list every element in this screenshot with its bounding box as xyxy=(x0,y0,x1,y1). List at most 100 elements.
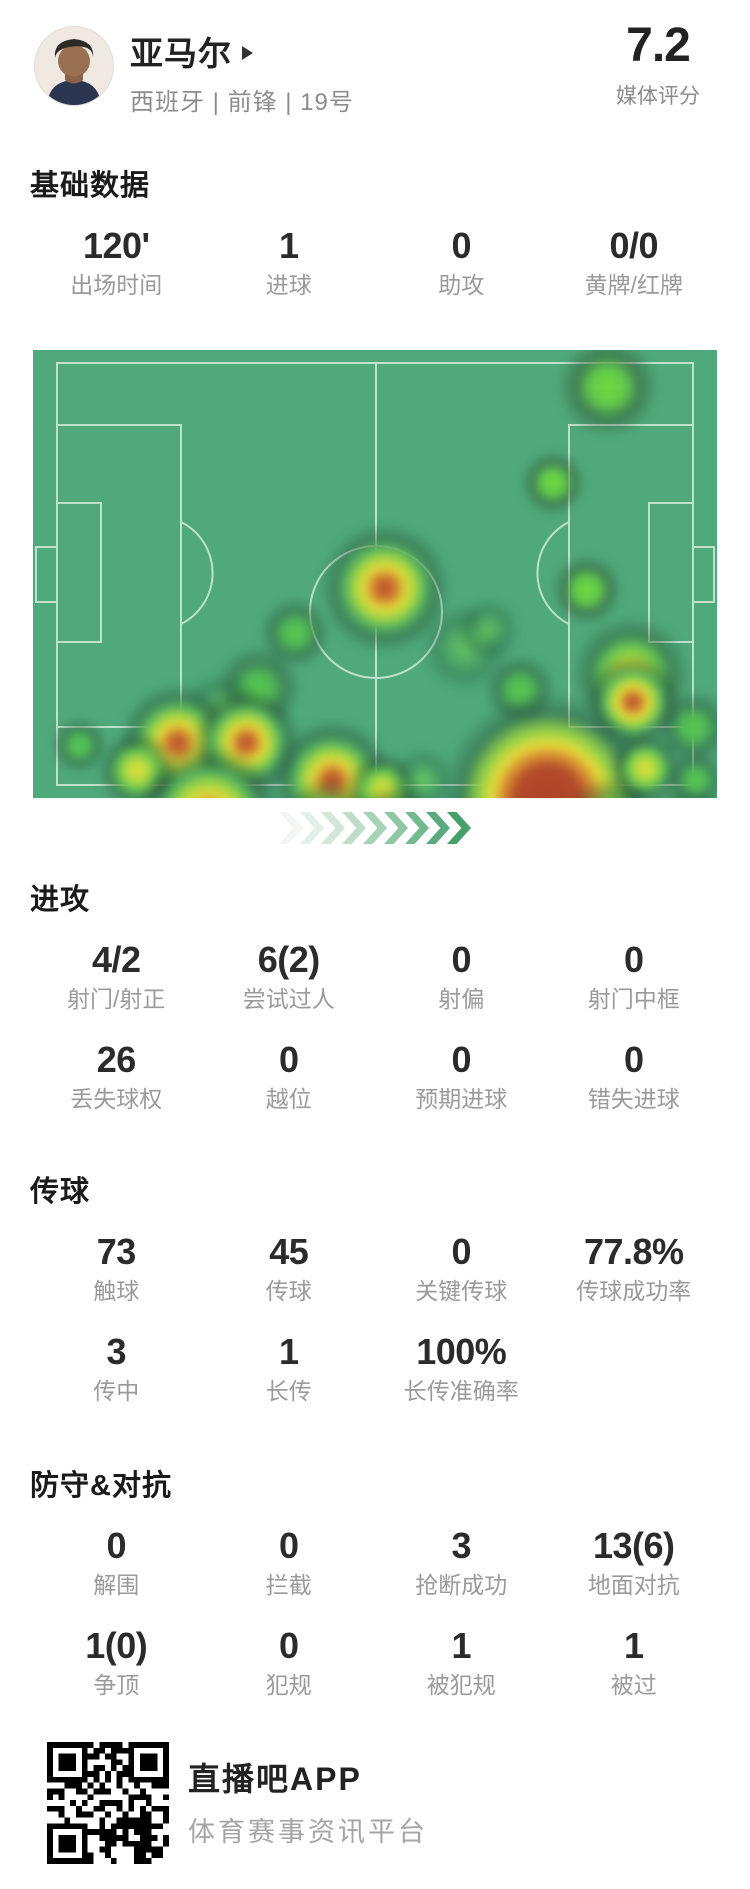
stat-value: 45 xyxy=(269,1231,309,1272)
stat-value: 4/2 xyxy=(91,939,141,980)
stat-cell-争顶: 1(0) 争顶 xyxy=(30,1625,203,1699)
media-rating: 7.2 媒体评分 xyxy=(616,18,700,110)
stat-value: 0 xyxy=(623,1039,644,1080)
stat-label: 被过 xyxy=(610,1672,657,1698)
stat-cell-被犯规: 1 被犯规 xyxy=(375,1626,548,1699)
heatmap-pitch xyxy=(33,350,717,798)
stat-value: 0 xyxy=(451,225,472,266)
stat-label: 抢断成功 xyxy=(415,1572,508,1598)
stat-label: 越位 xyxy=(265,1086,312,1112)
stat-cell-传中: 3 传中 xyxy=(30,1331,203,1405)
stat-cell-射偏: 0 射偏 xyxy=(375,939,548,1013)
stat-label: 射门/射正 xyxy=(67,986,166,1012)
stat-row: 4/2 射门/射正 6(2) 尝试过人 0 射偏 0 射门中框 xyxy=(30,939,720,1013)
stat-label: 传球成功率 xyxy=(576,1278,692,1304)
stat-label: 长传 xyxy=(265,1378,312,1404)
stat-cell-被过: 1 被过 xyxy=(548,1625,721,1699)
stat-value: 0 xyxy=(278,1039,299,1080)
section-title-passing: 传球 xyxy=(30,1176,91,1208)
chevron-divider xyxy=(279,812,471,844)
app-name: 直播吧APP xyxy=(188,1761,362,1797)
heat-blob xyxy=(455,597,521,663)
stat-cell-进球: 1 进球 xyxy=(203,226,376,299)
stat-label: 射偏 xyxy=(438,986,485,1012)
stat-label: 射门中框 xyxy=(587,986,680,1012)
stat-cell-丢失球权: 26 丢失球权 xyxy=(30,1040,203,1113)
stat-value: 0 xyxy=(278,1625,299,1666)
stat-value: 3 xyxy=(106,1331,127,1372)
stat-label: 被犯规 xyxy=(426,1672,496,1698)
stat-cell-拦截: 0 拦截 xyxy=(203,1525,376,1599)
stat-label: 关键传球 xyxy=(415,1278,508,1304)
stat-row: 73 触球 45 传球 0 关键传球 77.8% 传球成功率 xyxy=(30,1231,721,1305)
heat-blob xyxy=(520,450,586,516)
stat-cell-触球: 73 触球 xyxy=(30,1231,203,1305)
section-passing: 传球 73 触球 45 传球 0 关键传球 77.8% 传球成功率 3 传中 1 长传 100% 长传准确率 xyxy=(0,1154,750,1424)
stat-cell-助攻: 0 助攻 xyxy=(375,225,548,299)
chevron-icon xyxy=(384,812,408,844)
app-footer: 直播吧APP 体育赛事资讯平台 xyxy=(0,1730,750,1889)
stat-value: 120' xyxy=(82,225,150,266)
stat-label: 长传准确率 xyxy=(403,1378,519,1404)
stat-label: 传球 xyxy=(265,1278,312,1304)
chevron-icon xyxy=(321,812,345,844)
stat-value: 0 xyxy=(106,1525,127,1566)
heatmap-blobs xyxy=(33,350,717,798)
stat-label: 丢失球权 xyxy=(70,1086,163,1112)
stat-row: 1(0) 争顶 0 犯规 1 被犯规 1 被过 xyxy=(30,1625,721,1699)
stat-cell-长传: 1 长传 xyxy=(203,1332,376,1405)
stat-label: 争顶 xyxy=(93,1672,140,1698)
stat-cell-长传准确率: 100% 长传准确率 xyxy=(375,1331,548,1405)
chevron-icon xyxy=(342,812,366,844)
stat-label: 解围 xyxy=(93,1572,140,1598)
chevron-icon xyxy=(279,812,303,844)
chevron-icon xyxy=(405,812,429,844)
stat-cell-预期进球: 0 预期进球 xyxy=(375,1039,548,1113)
stat-label: 错失进球 xyxy=(587,1086,680,1112)
stat-value: 1 xyxy=(623,1625,644,1666)
section-title-defense: 防守&对抗 xyxy=(30,1470,172,1502)
app-desc: 体育赛事资讯平台 xyxy=(188,1817,428,1847)
stat-label: 传中 xyxy=(93,1378,140,1404)
stat-cell-出场时间: 120' 出场时间 xyxy=(30,225,203,299)
stat-label: 黄牌/红牌 xyxy=(584,272,683,298)
section-title-attack: 进攻 xyxy=(30,884,91,916)
stat-value: 0/0 xyxy=(609,225,659,266)
stat-value: 0 xyxy=(623,939,644,980)
stat-label: 进球 xyxy=(265,272,312,298)
stat-row: 3 传中 1 长传 100% 长传准确率 xyxy=(30,1331,720,1405)
stat-value: 100% xyxy=(416,1331,507,1372)
qr-code xyxy=(47,1742,169,1864)
name-arrow-icon xyxy=(242,45,253,60)
stat-label: 触球 xyxy=(93,1278,140,1304)
stat-cell-地面对抗: 13(6) 地面对抗 xyxy=(548,1525,721,1599)
stat-cell-尝试过人: 6(2) 尝试过人 xyxy=(203,939,376,1013)
stat-value: 73 xyxy=(96,1231,137,1272)
player-meta: 西班牙 | 前锋 | 19号 xyxy=(130,89,354,116)
stat-value: 6(2) xyxy=(257,939,321,980)
media-rating-label: 媒体评分 xyxy=(616,85,700,108)
chevron-icon xyxy=(447,812,471,844)
stat-value: 0 xyxy=(451,1039,472,1080)
stat-value: 0 xyxy=(451,939,472,980)
stat-cell-传球成功率: 77.8% 传球成功率 xyxy=(548,1232,721,1305)
stat-value: 3 xyxy=(451,1525,472,1566)
chevron-icon xyxy=(363,812,387,844)
stat-value: 0 xyxy=(278,1525,299,1566)
stat-cell-传球: 45 传球 xyxy=(203,1231,376,1305)
stat-label: 尝试过人 xyxy=(242,986,335,1012)
stat-cell-解围: 0 解围 xyxy=(30,1525,203,1599)
stat-cell-黄牌/红牌: 0/0 黄牌/红牌 xyxy=(548,225,721,299)
stat-value: 13(6) xyxy=(592,1525,675,1566)
stat-value: 1(0) xyxy=(85,1625,148,1666)
heat-blob xyxy=(557,350,659,438)
heat-blob xyxy=(666,750,717,798)
stat-cell-射门/射正: 4/2 射门/射正 xyxy=(30,939,203,1013)
stat-label: 拦截 xyxy=(265,1572,312,1598)
stat-label: 预期进球 xyxy=(415,1086,508,1112)
stat-value: 0 xyxy=(451,1231,472,1272)
stat-row: 120' 出场时间 1 进球 0 助攻 0/0 黄牌/红牌 xyxy=(30,225,721,299)
player-header[interactable]: 亚马尔 西班牙 | 前锋 | 19号 7.2 媒体评分 xyxy=(0,0,750,140)
section-basic: 基础数据 120' 出场时间 1 进球 0 助攻 0/0 黄牌/红牌 xyxy=(0,148,750,328)
